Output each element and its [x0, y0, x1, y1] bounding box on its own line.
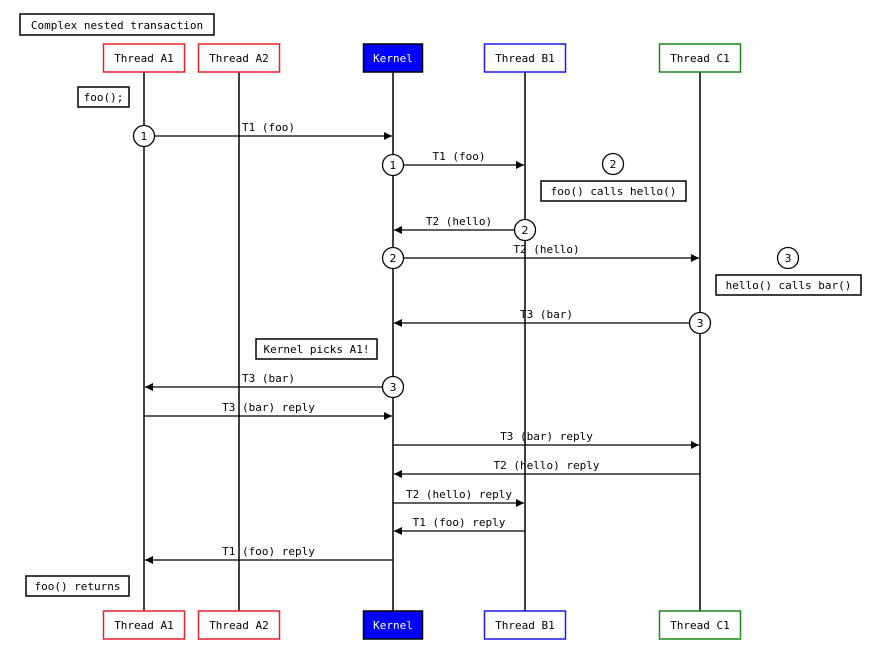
participant-label: Kernel [373, 619, 413, 632]
note: Kernel picks A1! [255, 338, 378, 360]
participant-b1-bottom: Thread B1 [483, 610, 567, 640]
message-label: T2 (hello) [426, 215, 492, 228]
message-arrow: T3 (bar) 3 [145, 372, 405, 399]
message-arrow: T1 (foo) 1 [381, 150, 524, 177]
diagram-title: Complex nested transaction [19, 13, 215, 36]
message-label: T2 (hello) reply [494, 459, 600, 472]
message-label: T2 (hello) [513, 243, 579, 256]
message-label: T3 (bar) reply [222, 401, 315, 414]
participant-label: Thread A2 [209, 619, 269, 632]
note: foo(); [77, 86, 130, 108]
participant-c1-top: Thread C1 [658, 43, 742, 73]
message-label: T3 (bar) [242, 372, 295, 385]
note: foo() returns [25, 575, 130, 597]
participant-label: Thread A2 [209, 52, 269, 65]
step-marker: 3 [776, 246, 800, 270]
message-arrow: T2 (hello) reply [393, 488, 524, 507]
note: hello() calls bar() 3 [715, 246, 862, 296]
svg-text:2: 2 [522, 224, 529, 237]
participant-c1-bottom: Thread C1 [658, 610, 742, 640]
message-arrow: T1 (foo) 1 [132, 121, 392, 148]
participant-label: Thread A1 [114, 619, 174, 632]
step-marker: 2 [513, 218, 537, 242]
message-arrow: T1 (foo) reply [394, 516, 525, 535]
svg-text:3: 3 [390, 381, 397, 394]
participant-label: Thread A1 [114, 52, 174, 65]
message-arrow: T3 (bar) reply [144, 401, 392, 420]
note-text: hello() calls bar() [726, 279, 852, 292]
participant-label: Thread C1 [670, 52, 730, 65]
svg-text:3: 3 [785, 252, 792, 265]
participant-label: Thread B1 [495, 52, 555, 65]
diagram-title-text: Complex nested transaction [31, 19, 203, 32]
message-label: T1 (foo) [433, 150, 486, 163]
message-arrow: T2 (hello) 2 [394, 215, 537, 242]
svg-text:2: 2 [390, 252, 397, 265]
step-marker: 3 [381, 375, 405, 399]
message-label: T2 (hello) reply [406, 488, 512, 501]
participant-a1-bottom: Thread A1 [102, 610, 186, 640]
step-marker: 1 [381, 153, 405, 177]
participant-k-top: Kernel [362, 43, 424, 73]
message-label: T3 (bar) reply [500, 430, 593, 443]
participant-a2-bottom: Thread A2 [197, 610, 281, 640]
message-arrow: T3 (bar) 3 [394, 308, 712, 335]
participant-a2-top: Thread A2 [197, 43, 281, 73]
participant-label: Thread C1 [670, 619, 730, 632]
svg-text:2: 2 [610, 158, 617, 171]
participant-label: Thread B1 [495, 619, 555, 632]
svg-text:1: 1 [390, 159, 397, 172]
message-label: T1 (foo) reply [413, 516, 506, 529]
step-marker: 2 [381, 246, 405, 270]
message-label: T1 (foo) [242, 121, 295, 134]
message-label: T3 (bar) [520, 308, 573, 321]
note-text: foo() calls hello() [551, 185, 677, 198]
message-arrow: T2 (hello) 2 [381, 243, 699, 270]
participant-label: Kernel [373, 52, 413, 65]
participant-k-bottom: Kernel [362, 610, 424, 640]
participant-b1-top: Thread B1 [483, 43, 567, 73]
svg-text:3: 3 [697, 317, 704, 330]
note-text: foo() returns [34, 580, 120, 593]
note-text: Kernel picks A1! [264, 343, 370, 356]
step-marker: 2 [601, 152, 625, 176]
step-marker: 3 [688, 311, 712, 335]
message-arrow: T1 (foo) reply [145, 545, 393, 564]
step-marker: 1 [132, 124, 156, 148]
note-text: foo(); [84, 91, 124, 104]
message-arrow: T2 (hello) reply [394, 459, 700, 478]
svg-text:1: 1 [141, 130, 148, 143]
note: foo() calls hello() 2 [540, 152, 687, 202]
participant-a1-top: Thread A1 [102, 43, 186, 73]
message-arrow: T3 (bar) reply [393, 430, 699, 449]
message-label: T1 (foo) reply [222, 545, 315, 558]
